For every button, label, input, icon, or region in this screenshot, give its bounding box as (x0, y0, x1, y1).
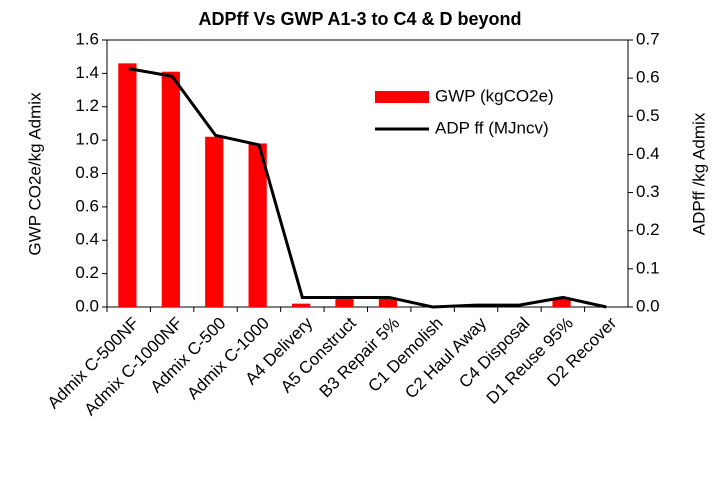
legend-label: GWP (kgCO2e) (435, 86, 554, 105)
y-tick-label: 1.0 (75, 130, 99, 149)
y-tick-label: 0.4 (75, 230, 99, 249)
y-tick-label: 1.2 (75, 96, 99, 115)
bar (291, 303, 311, 307)
y-tick-label: 1.6 (75, 29, 99, 48)
y-tick-label: 0.2 (75, 263, 99, 282)
bar (248, 143, 267, 307)
y-tick-label: 0.0 (75, 296, 99, 315)
y2-tick-label: 0.2 (636, 220, 660, 239)
chart-title: ADPff Vs GWP A1-3 to C4 & D beyond (198, 9, 521, 29)
y-tick-label: 0.8 (75, 163, 99, 182)
line (128, 67, 607, 309)
y-tick-label: 0.6 (75, 196, 99, 215)
y2-tick-label: 0.4 (636, 144, 660, 163)
bar (378, 298, 398, 307)
y2-tick-label: 0.1 (636, 258, 660, 277)
y2-tick-label: 0.5 (636, 106, 660, 125)
y2-tick-label: 0.6 (636, 68, 660, 87)
bar (552, 298, 571, 307)
plot-area (106, 39, 629, 308)
y2-axis-label: ADPff /kg Admix (689, 112, 708, 235)
bar (205, 136, 224, 307)
y2-tick-label: 0.3 (636, 182, 660, 201)
legend-label: ADP ff (MJncv) (435, 118, 549, 137)
y-tick-label: 1.4 (75, 63, 99, 82)
y-axis-label: GWP CO2e/kg Admix (25, 92, 44, 256)
y2-tick-label: 0.0 (636, 296, 660, 315)
bar (335, 298, 354, 307)
y2-tick-label: 0.7 (636, 29, 660, 48)
bar (161, 71, 180, 307)
legend-swatch (375, 91, 429, 103)
bar (118, 63, 137, 307)
